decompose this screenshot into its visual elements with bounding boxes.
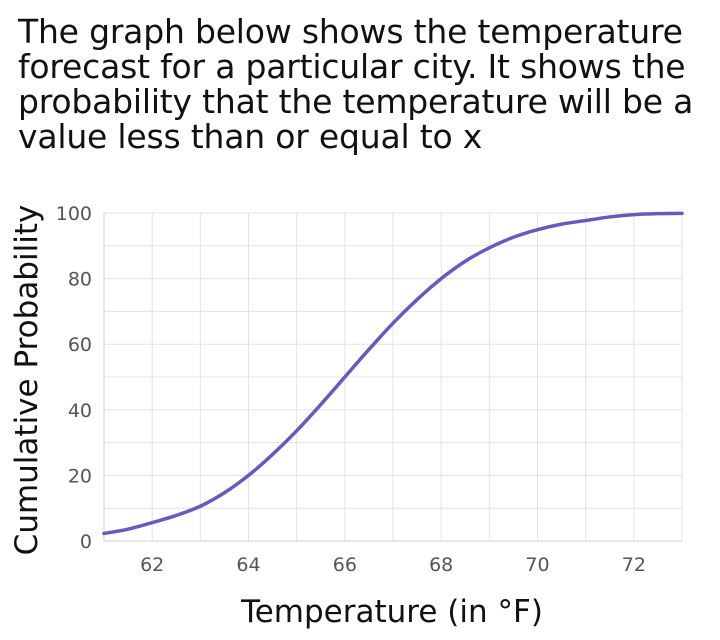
y-tick-label: 20 bbox=[68, 465, 92, 487]
x-tick-label: 66 bbox=[333, 554, 357, 576]
x-tick-label: 62 bbox=[140, 554, 164, 576]
y-tick-label: 100 bbox=[56, 203, 92, 225]
x-tick-label: 70 bbox=[525, 554, 549, 576]
y-axis-label: Cumulative Probability bbox=[9, 205, 45, 556]
question-line: value less than or equal to x bbox=[18, 117, 483, 156]
question-line: probability that the temperature will be… bbox=[18, 82, 694, 121]
y-tick-label: 60 bbox=[68, 334, 92, 356]
x-axis-label: Temperature (in °F) bbox=[240, 594, 543, 630]
grid-lines bbox=[103, 212, 683, 542]
cdf-line bbox=[102, 211, 684, 536]
question-line: forecast for a particular city. It shows… bbox=[18, 47, 686, 86]
question-line: The graph below shows the temperature bbox=[18, 12, 683, 51]
x-axis-ticks: 62 64 66 68 70 72 bbox=[140, 554, 646, 576]
question-text: The graph below shows the temperature fo… bbox=[18, 14, 708, 154]
x-tick-label: 72 bbox=[622, 554, 646, 576]
y-tick-label: 80 bbox=[68, 269, 92, 291]
y-tick-label: 0 bbox=[80, 531, 92, 553]
y-tick-label: 40 bbox=[68, 400, 92, 422]
y-axis-ticks: 0 20 40 60 80 100 bbox=[56, 203, 92, 553]
x-tick-label: 64 bbox=[236, 554, 260, 576]
x-tick-label: 68 bbox=[429, 554, 453, 576]
